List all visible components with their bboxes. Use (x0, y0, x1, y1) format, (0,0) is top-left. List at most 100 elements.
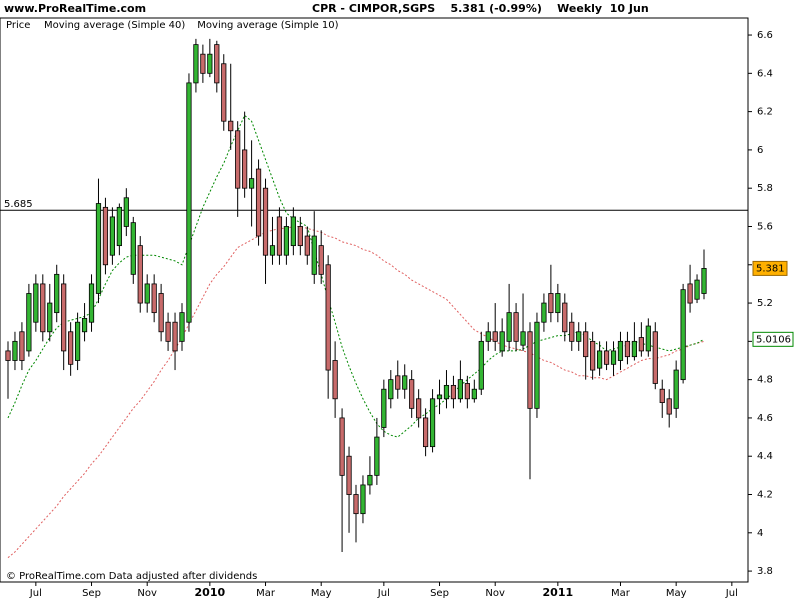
candle-body (381, 388, 387, 428)
candle-body (235, 130, 241, 189)
moving-average-line (7, 114, 705, 438)
candle-body (590, 340, 596, 371)
x-tick-label: Nov (137, 588, 157, 599)
candle-body (534, 321, 540, 409)
candle-body (638, 337, 644, 352)
candle-body (26, 293, 32, 352)
candle-body (527, 331, 533, 409)
candle-body (576, 331, 582, 342)
x-tick-label: Sep (82, 588, 101, 599)
candle-body (597, 350, 603, 369)
candle-body (541, 302, 547, 323)
candle-body (68, 331, 74, 365)
candle-body (513, 312, 519, 342)
candle-body (262, 187, 269, 256)
candle-body (214, 44, 220, 84)
level-label: 5.685 (4, 199, 33, 210)
plot-frame (0, 17, 749, 583)
candle-body (165, 321, 171, 342)
candle-body (464, 383, 470, 400)
y-tick-label: 4.8 (757, 375, 773, 386)
candle-body (617, 340, 624, 361)
candle-body (610, 350, 617, 365)
candle-body (221, 63, 227, 122)
legend-entry: Moving average (Simple 10) (197, 20, 338, 31)
candle-body (367, 474, 373, 486)
candle-body (40, 283, 46, 333)
candle-body (652, 331, 658, 384)
candle-body (353, 494, 359, 515)
candle-body (339, 417, 345, 476)
candle-body (207, 53, 213, 74)
candle-body (33, 283, 39, 323)
y-tick-label: 5.8 (757, 183, 773, 194)
candle-body (409, 379, 415, 409)
candle-body (506, 312, 512, 342)
candle-body (242, 149, 248, 189)
candle-body (5, 350, 11, 361)
candle-body (429, 398, 436, 448)
candle-body (694, 279, 700, 300)
candle-body (228, 120, 234, 132)
candle-body (123, 197, 129, 227)
candle-body (248, 178, 255, 189)
last-price-label: 5.381 (756, 263, 785, 274)
candle-body (485, 331, 491, 342)
last-price-box (752, 260, 788, 276)
x-tick-label: Mar (611, 588, 631, 599)
candle-body (395, 375, 401, 390)
candle-body (158, 293, 164, 333)
candle-body (443, 384, 450, 400)
candle-body (436, 394, 443, 400)
candle-body (75, 321, 81, 361)
candle-body (88, 283, 95, 323)
x-tick-label: Jul (725, 588, 738, 599)
candle-body (130, 222, 136, 275)
candle-body (269, 245, 276, 256)
candle-body (360, 484, 366, 515)
candle-body (283, 226, 290, 256)
candle-body (151, 283, 157, 314)
x-tick-label: May (666, 588, 687, 599)
candle-body (471, 388, 477, 400)
candle-body (478, 340, 484, 390)
candle-body (499, 331, 505, 352)
chart-title: CPR - CIMPOR,SGPS 5.381 (-0.99%) Weekly … (312, 2, 649, 15)
candle-body (603, 350, 610, 365)
y-tick-label: 6.4 (757, 68, 773, 79)
moving-average-line (7, 225, 705, 559)
candle-body (687, 283, 693, 304)
candle-body (673, 369, 679, 409)
ma-value-box (752, 331, 794, 347)
candle-body (569, 321, 575, 342)
x-tick-label: Mar (256, 588, 276, 599)
candle-body (492, 331, 498, 342)
candle-body (95, 203, 102, 294)
y-tick-label: 6.2 (757, 107, 773, 118)
candle-body (624, 340, 631, 358)
candle-body (311, 235, 317, 275)
x-tick-label: 2011 (543, 586, 574, 599)
candle-body (19, 331, 25, 361)
candle-body (318, 245, 324, 275)
candle-body (47, 302, 53, 333)
candle-body (422, 417, 429, 448)
y-tick-label: 5.2 (757, 298, 773, 309)
candle-body (137, 245, 143, 304)
candle-body (304, 235, 310, 256)
candle-body (144, 283, 150, 304)
candle-body (116, 206, 122, 247)
candle-body (12, 340, 18, 361)
candle-body (186, 82, 192, 323)
candle-body (325, 264, 331, 371)
candle-body (666, 398, 672, 415)
x-tick-label: May (311, 588, 332, 599)
candle-body (631, 340, 638, 358)
x-tick-label: 2010 (195, 586, 226, 599)
y-tick-label: 4 (757, 528, 763, 539)
x-tick-label: Jul (29, 588, 42, 599)
y-tick-label: 4.6 (757, 413, 773, 424)
y-tick-label: 6 (757, 145, 763, 156)
candle-body (520, 331, 526, 346)
